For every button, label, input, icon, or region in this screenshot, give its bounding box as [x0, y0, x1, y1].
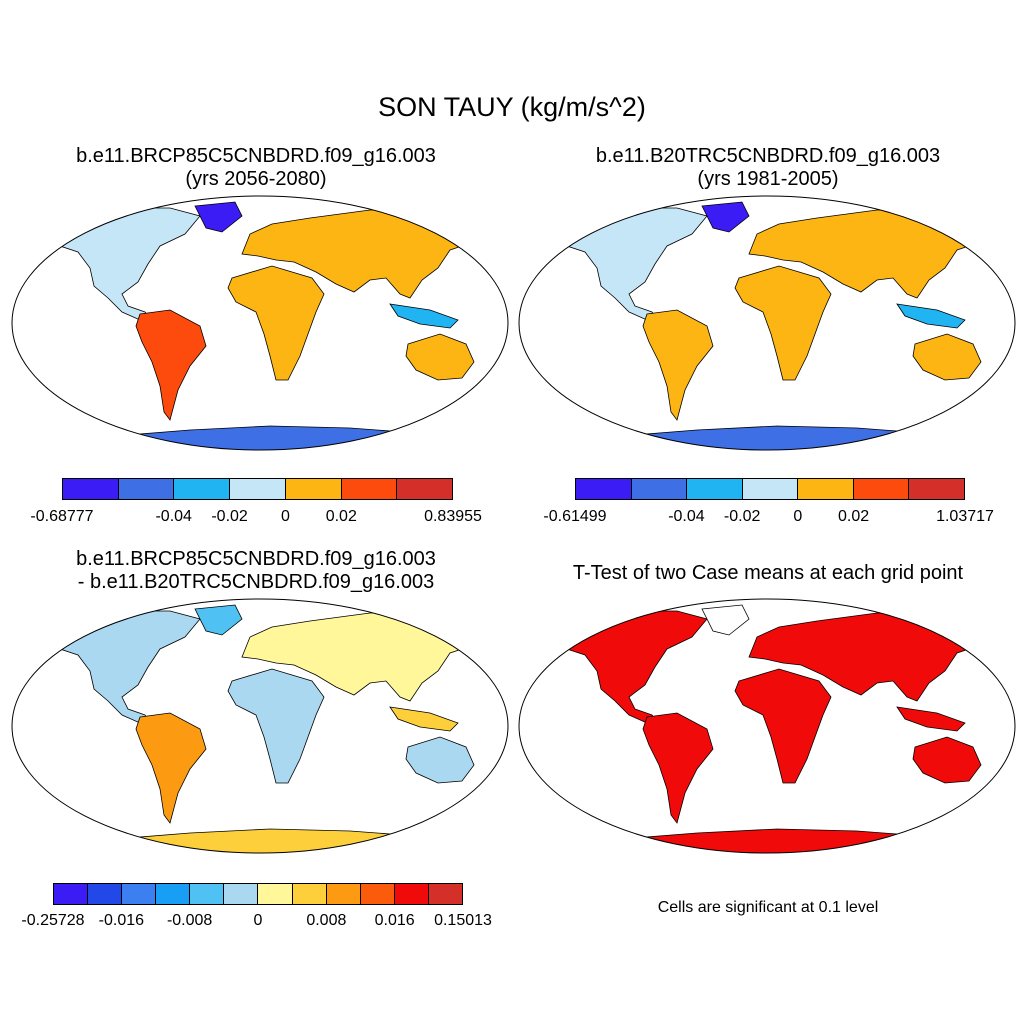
panel-4-title: T-Test of two Case means at each grid po… [572, 562, 964, 584]
colorbar-swatch [687, 479, 743, 499]
cb3-label: -0.25728 [21, 912, 85, 929]
colorbar-swatch [230, 479, 286, 499]
panel-3-colorbar [53, 883, 463, 905]
landmass-greenland [194, 604, 243, 636]
panel-2-colorbar-labels: -0.61499 -0.04 -0.02 0 0.02 1.03717 [543, 508, 994, 528]
landmass-greenland [701, 604, 750, 636]
panel-1-map [11, 195, 509, 451]
landmass-seasia [389, 303, 459, 329]
panel-1-title: b.e11.BRCP85C5CNBDRD.f09_g16.003 (yrs 20… [0, 145, 512, 191]
landmass-namerica [561, 610, 708, 726]
landmass-africa [227, 668, 325, 784]
cb1-label: 0.02 [325, 508, 357, 525]
landmass-namerica [561, 207, 708, 323]
colorbar-swatch [341, 479, 398, 499]
landmass-namerica [54, 207, 201, 323]
map-border [518, 598, 1016, 854]
cb3-label: 0.15013 [434, 912, 492, 929]
colorbar-swatch [909, 479, 965, 499]
landmass-seasia [896, 303, 966, 329]
colorbar-swatch [428, 884, 462, 904]
cb1-label: -0.04 [155, 508, 192, 525]
landmass-antarctica [113, 425, 432, 450]
colorbar-swatch [798, 479, 854, 499]
cb2-label: -0.61499 [543, 508, 607, 525]
landmass-australia [912, 333, 982, 381]
landmass-greenland [194, 201, 243, 233]
map-border [11, 598, 509, 854]
panel-3-colorbar-labels: -0.25728 -0.016 -0.008 0 0.008 0.016 0.1… [21, 912, 492, 932]
landmass-australia [912, 736, 982, 784]
colorbar-swatch [285, 479, 342, 499]
landmass-africa [734, 668, 832, 784]
main-title: SON TAUY (kg/m/s^2) [378, 92, 646, 122]
colorbar-swatch [631, 479, 688, 499]
landmass-seasia [896, 706, 966, 732]
panel-4-map [518, 598, 1016, 854]
cb3-label: 0 [253, 912, 263, 929]
panel-2-years: (yrs 1981-2005) [697, 168, 839, 190]
cb3-label: 0.008 [306, 912, 347, 929]
panel-3-case-name: b.e11.BRCP85C5CNBDRD.f09_g16.003 [76, 548, 436, 570]
landmass-antarctica [620, 828, 939, 853]
landmass-africa [734, 265, 832, 381]
landmass-seasia [389, 706, 459, 732]
panel-2-colorbar [575, 478, 965, 500]
colorbar-swatch [224, 884, 259, 904]
landmass-samerica [135, 712, 207, 824]
panel-3-difference: - b.e11.B20TRC5CNBDRD.f09_g16.003 [77, 571, 435, 593]
cb3-label: -0.008 [166, 912, 213, 929]
colorbar-swatch [397, 479, 453, 499]
colorbar-swatch [54, 884, 89, 904]
panel-1-years: (yrs 2056-2080) [185, 168, 327, 190]
colorbar-swatch [63, 479, 119, 499]
colorbar-swatch [88, 884, 123, 904]
colorbar-swatch [292, 884, 327, 904]
cb2-label: 0 [793, 508, 803, 525]
landmass-australia [405, 333, 475, 381]
panel-2-case-name: b.e11.B20TRC5CNBDRD.f09_g16.003 [595, 145, 941, 167]
panel-1-colorbar [62, 478, 453, 500]
landmass-australia [405, 736, 475, 784]
colorbar-swatch [122, 884, 157, 904]
landmass-namerica [54, 610, 201, 726]
colorbar-swatch [156, 884, 191, 904]
cb2-label: -0.04 [668, 508, 705, 525]
landmass-greenland [701, 201, 750, 233]
landmass-africa [227, 265, 325, 381]
colorbar-swatch [394, 884, 429, 904]
cb1-label: 0.83955 [424, 508, 482, 525]
panel-3-title: b.e11.BRCP85C5CNBDRD.f09_g16.003 - b.e11… [0, 548, 512, 594]
cb2-label: 0.02 [837, 508, 870, 525]
cb1-label: -0.68777 [30, 508, 94, 525]
cb1-label: 0 [280, 508, 290, 525]
colorbar-swatch [190, 884, 225, 904]
panel-1-colorbar-labels: -0.68777 -0.04 -0.02 0 0.02 0.83955 [30, 508, 482, 528]
colorbar-swatch [360, 884, 395, 904]
map-border [11, 195, 509, 451]
cb2-label: -0.02 [723, 508, 761, 525]
cb3-label: 0.016 [374, 912, 415, 929]
landmass-antarctica [113, 828, 432, 853]
landmass-samerica [642, 712, 714, 824]
panel-2-title: b.e11.B20TRC5CNBDRD.f09_g16.003 (yrs 198… [512, 145, 1024, 191]
cb3-label: -0.016 [98, 912, 145, 929]
colorbar-swatch [742, 479, 799, 499]
significance-note: Cells are significant at 0.1 level [657, 899, 879, 916]
landmass-antarctica [620, 425, 939, 450]
colorbar-swatch [326, 884, 361, 904]
cb2-label: 1.03717 [936, 508, 994, 525]
panel-3-map [11, 598, 509, 854]
panel-2-map [518, 195, 1016, 451]
landmass-samerica [642, 309, 714, 421]
panel-1-case-name: b.e11.BRCP85C5CNBDRD.f09_g16.003 [76, 145, 436, 167]
colorbar-swatch [174, 479, 231, 499]
landmass-samerica [135, 309, 207, 421]
colorbar-swatch [576, 479, 632, 499]
colorbar-swatch [853, 479, 910, 499]
colorbar-swatch [258, 884, 293, 904]
colorbar-swatch [118, 479, 175, 499]
cb1-label: -0.02 [211, 508, 248, 525]
map-border [518, 195, 1016, 451]
